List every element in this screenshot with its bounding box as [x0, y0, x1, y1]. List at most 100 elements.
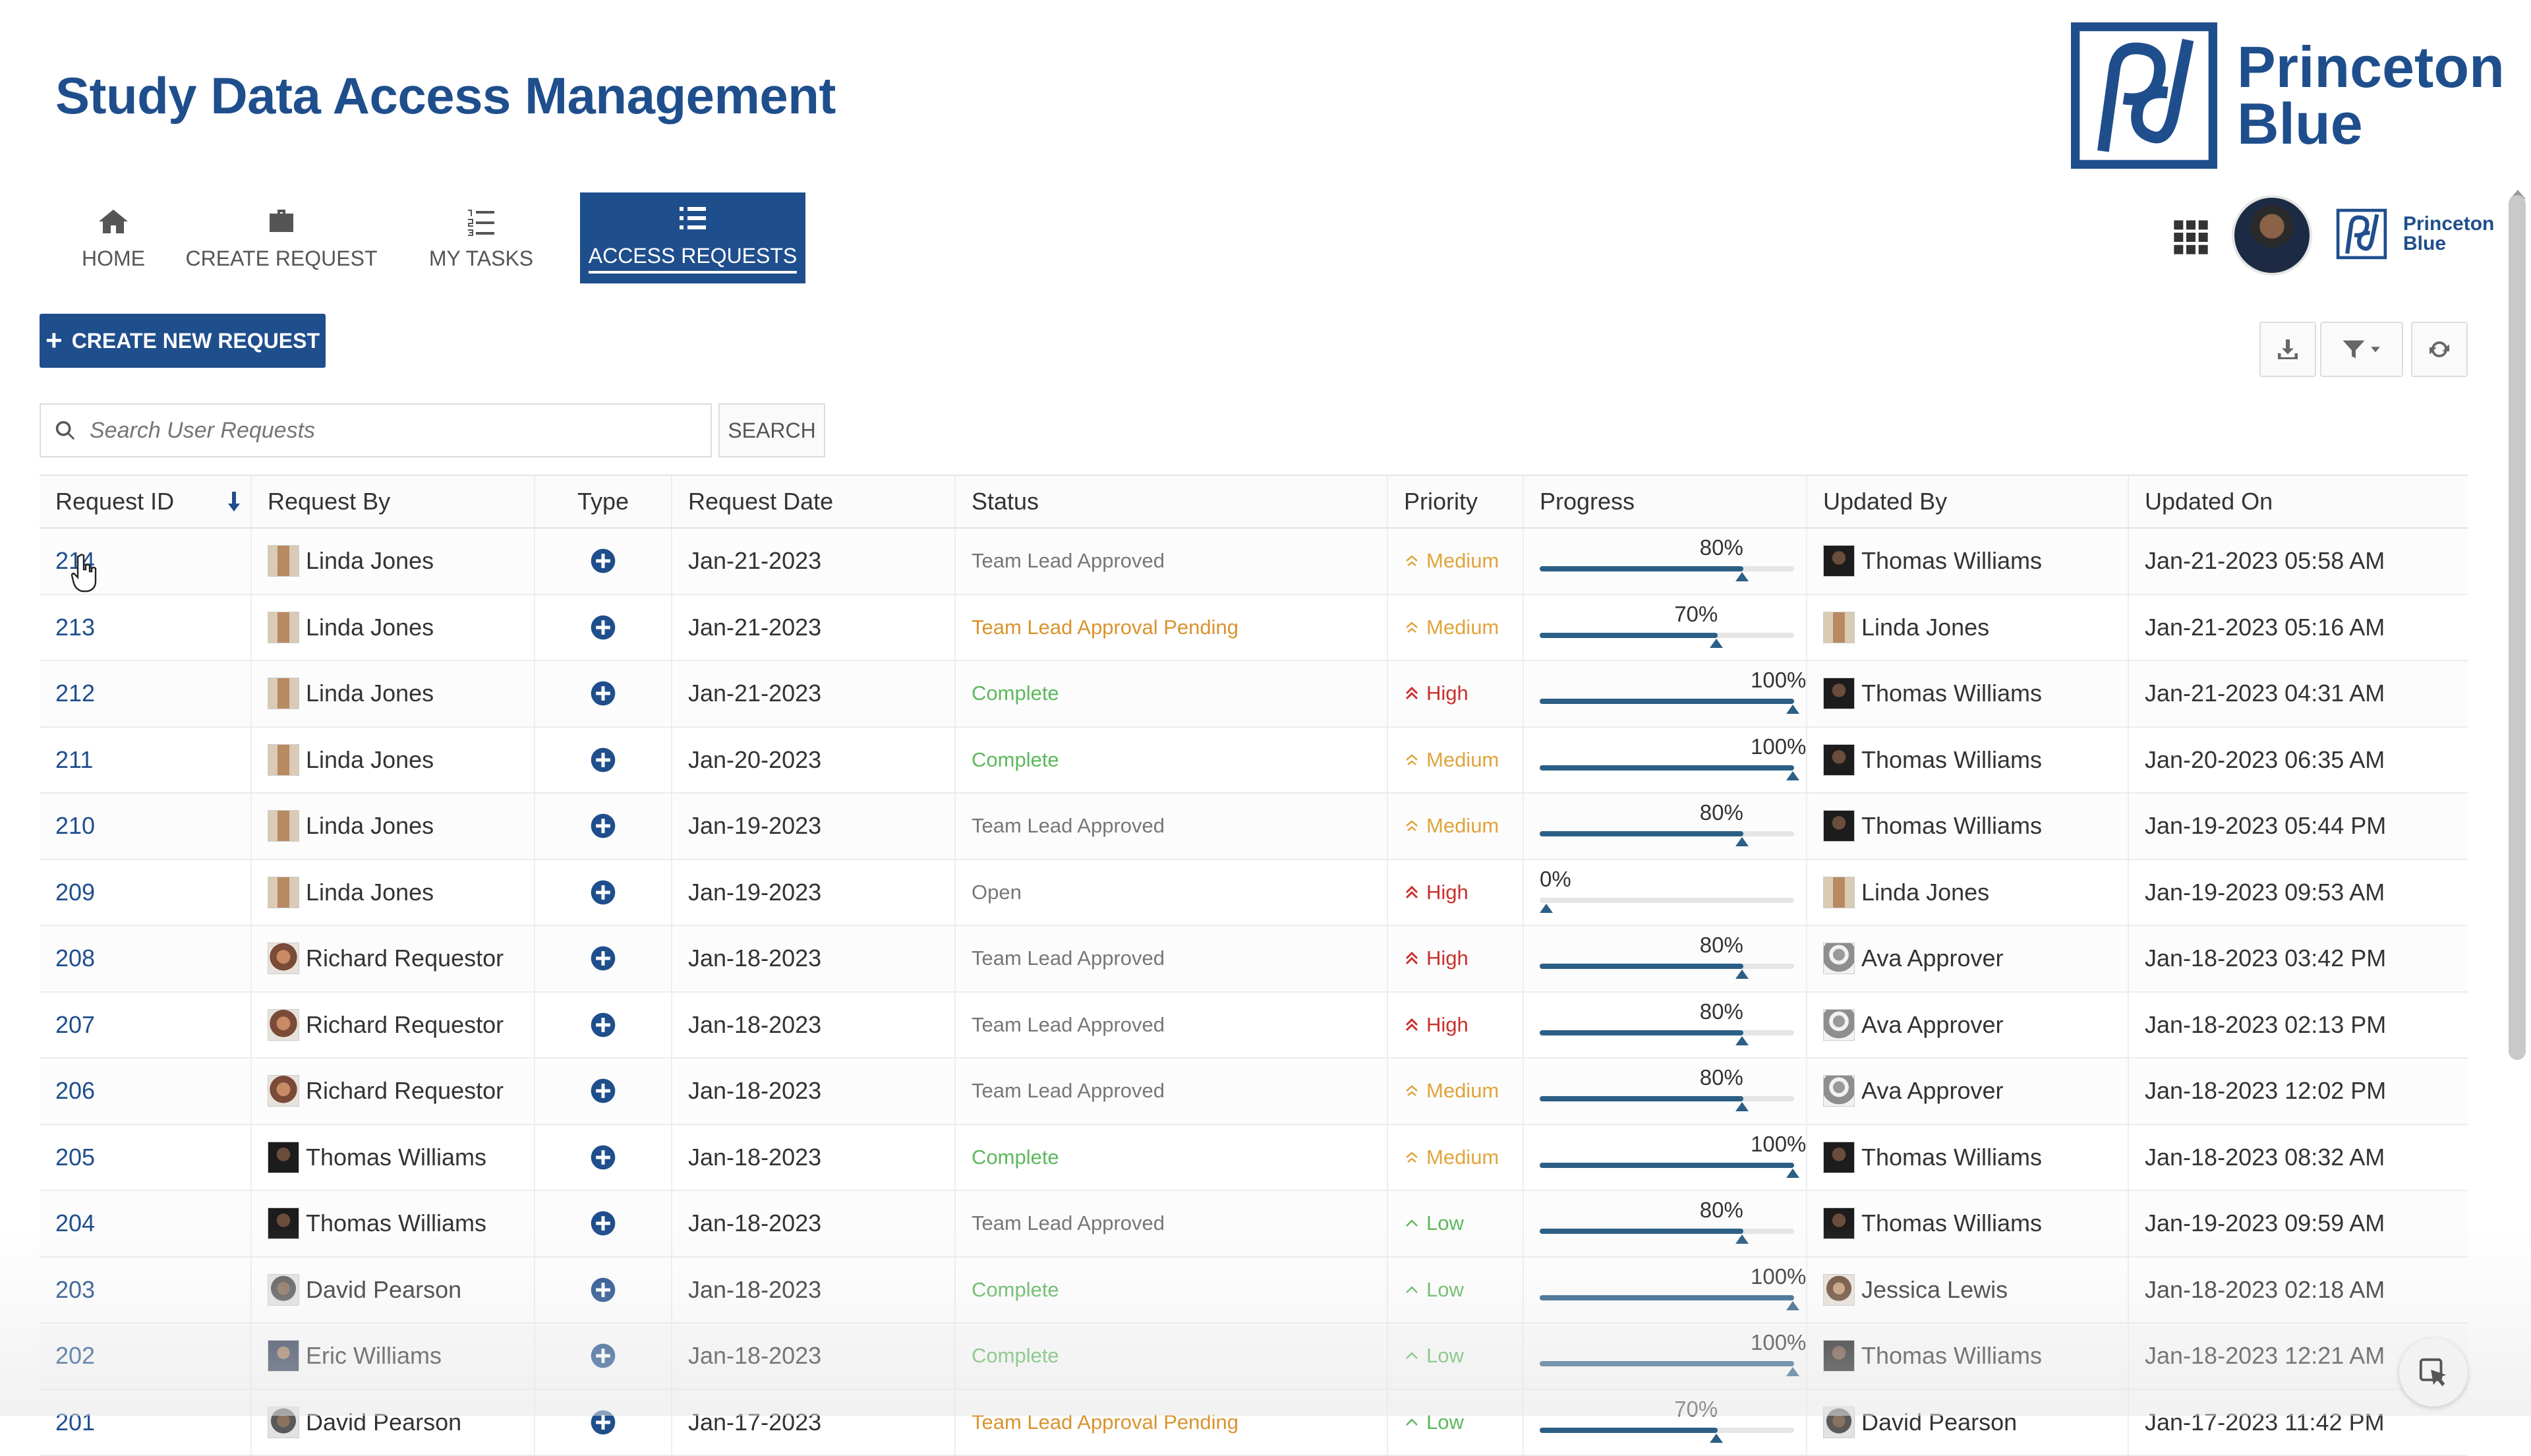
nav-home[interactable]: HOME — [46, 192, 181, 283]
updater-name: Ava Approver — [1861, 1011, 2003, 1039]
progress-bar: 0% — [1540, 860, 1794, 925]
priority-badge: Low — [1404, 1278, 1464, 1302]
pointer-tool-button[interactable] — [2399, 1338, 2468, 1407]
apps-grid-icon[interactable] — [2172, 219, 2209, 256]
cell-request-id: 206 — [40, 1059, 252, 1124]
priority-badge: Medium — [1404, 1146, 1499, 1169]
cell-progress: 100% — [1524, 728, 1807, 793]
cell-progress: 80% — [1524, 794, 1807, 859]
create-new-request-button[interactable]: + CREATE NEW REQUEST — [40, 314, 326, 368]
updater-name: Ava Approver — [1861, 945, 2003, 972]
priority-text: High — [1426, 946, 1469, 970]
cell-updated-by: Thomas Williams — [1807, 794, 2129, 859]
refresh-button[interactable] — [2411, 322, 2468, 377]
vertical-scrollbar[interactable] — [2509, 195, 2526, 1060]
status-text: Team Lead Approved — [972, 946, 1165, 970]
column-header-type[interactable]: Type — [535, 476, 672, 527]
column-header-updated-on[interactable]: Updated On — [2129, 476, 2468, 527]
request-id-link[interactable]: 205 — [55, 1144, 95, 1171]
request-id-link[interactable]: 211 — [55, 746, 93, 774]
cell-request-by: Thomas Williams — [252, 1125, 535, 1190]
request-id-link[interactable]: 209 — [55, 879, 95, 906]
search-input[interactable] — [88, 417, 684, 444]
table-row[interactable]: 204 Thomas Williams Jan-18-2023 Team Lea… — [40, 1191, 2468, 1258]
progress-marker-icon — [1735, 1036, 1749, 1045]
search-button[interactable]: SEARCH — [718, 403, 825, 457]
nav-my-tasks[interactable]: MY TASKS — [382, 192, 580, 283]
requester: Linda Jones — [268, 744, 434, 776]
progress-track — [1540, 1096, 1794, 1101]
table-row[interactable]: 203 David Pearson Jan-18-2023 Complete — [40, 1258, 2468, 1324]
cell-type — [535, 926, 672, 991]
request-id-link[interactable]: 206 — [55, 1077, 95, 1105]
requester: Linda Jones — [268, 810, 434, 842]
priority-badge: High — [1404, 682, 1469, 705]
priority-medium-icon — [1404, 818, 1420, 834]
column-header-request-id[interactable]: Request ID — [40, 476, 252, 527]
cell-request-by: Richard Requestor — [252, 1059, 535, 1124]
avatar — [1823, 1142, 1855, 1173]
avatar — [268, 1075, 299, 1107]
cell-status: Team Lead Approval Pending — [956, 595, 1388, 660]
progress-track — [1540, 699, 1794, 704]
table-row[interactable]: 212 Linda Jones Jan-21-2023 Complete — [40, 661, 2468, 728]
table-row[interactable]: 206 Richard Requestor Jan-18-2023 Team L… — [40, 1059, 2468, 1125]
request-id-link[interactable]: 210 — [55, 812, 95, 840]
filter-button[interactable] — [2320, 322, 2403, 377]
request-id-link[interactable]: 213 — [55, 614, 95, 641]
table-row[interactable]: 209 Linda Jones Jan-19-2023 Open — [40, 860, 2468, 927]
brand-line-1: Princeton — [2237, 39, 2505, 96]
column-header-priority[interactable]: Priority — [1388, 476, 1524, 527]
nav-access-requests[interactable]: ACCESS REQUESTS — [580, 192, 805, 283]
progress-label: 100% — [1751, 734, 1806, 759]
download-button[interactable] — [2259, 322, 2316, 377]
cell-progress: 0% — [1524, 860, 1807, 925]
column-header-progress[interactable]: Progress — [1524, 476, 1807, 527]
progress-marker-icon — [1735, 572, 1749, 581]
progress-fill — [1540, 1096, 1743, 1101]
user-avatar[interactable] — [2232, 195, 2312, 276]
table-row[interactable]: 201 David Pearson Jan-17-2023 Team Lead … — [40, 1390, 2468, 1456]
request-id-link[interactable]: 202 — [55, 1342, 95, 1370]
priority-badge: Medium — [1404, 814, 1499, 838]
table-row[interactable]: 207 Richard Requestor Jan-18-2023 Team L… — [40, 993, 2468, 1059]
table-row[interactable]: 214 Linda Jones Jan-21-2023 Team Lead Ap… — [40, 529, 2468, 595]
request-id-link[interactable]: 208 — [55, 945, 95, 972]
status-text: Team Lead Approved — [972, 814, 1165, 838]
table-row[interactable]: 211 Linda Jones Jan-20-2023 Complete — [40, 728, 2468, 794]
column-header-status[interactable]: Status — [956, 476, 1388, 527]
updater-name: Thomas Williams — [1861, 547, 2042, 575]
progress-label: 80% — [1700, 1198, 1743, 1223]
request-id-link[interactable]: 207 — [55, 1011, 95, 1039]
request-id-link[interactable]: 203 — [55, 1276, 95, 1304]
table-row[interactable]: 210 Linda Jones Jan-19-2023 Team Lead Ap… — [40, 794, 2468, 860]
search-field[interactable] — [40, 403, 712, 457]
priority-badge: Low — [1404, 1411, 1464, 1434]
nav-home-label: HOME — [82, 247, 145, 271]
cell-request-by: Richard Requestor — [252, 926, 535, 991]
cell-status: Complete — [956, 1324, 1388, 1389]
column-header-updated-by[interactable]: Updated By — [1807, 476, 2129, 527]
updater-name: Thomas Williams — [1861, 680, 2042, 707]
column-header-request-date[interactable]: Request Date — [672, 476, 956, 527]
table-row[interactable]: 202 Eric Williams Jan-18-2023 Complete — [40, 1324, 2468, 1390]
request-id-link[interactable]: 212 — [55, 680, 95, 707]
cell-updated-by: Thomas Williams — [1807, 1125, 2129, 1190]
sort-descending-icon[interactable] — [224, 490, 244, 513]
requester: David Pearson — [268, 1407, 461, 1438]
cell-status: Complete — [956, 1125, 1388, 1190]
table-row[interactable]: 208 Richard Requestor Jan-18-2023 Team L… — [40, 926, 2468, 993]
request-id-link[interactable]: 204 — [55, 1209, 95, 1237]
column-header-request-by[interactable]: Request By — [252, 476, 535, 527]
progress-bar: 100% — [1540, 1125, 1794, 1190]
table-row[interactable]: 205 Thomas Williams Jan-18-2023 Complete — [40, 1125, 2468, 1192]
priority-text: Medium — [1426, 616, 1499, 639]
search-icon — [54, 419, 76, 442]
table-row[interactable]: 213 Linda Jones Jan-21-2023 Team Lead Ap… — [40, 595, 2468, 662]
progress-bar: 70% — [1540, 595, 1794, 660]
add-circle-icon — [590, 1409, 616, 1436]
nav-create-request[interactable]: CREATE REQUEST — [181, 192, 382, 283]
request-id-link[interactable]: 201 — [55, 1409, 95, 1436]
progress-label: 70% — [1674, 1397, 1718, 1422]
requester: Linda Jones — [268, 545, 434, 577]
